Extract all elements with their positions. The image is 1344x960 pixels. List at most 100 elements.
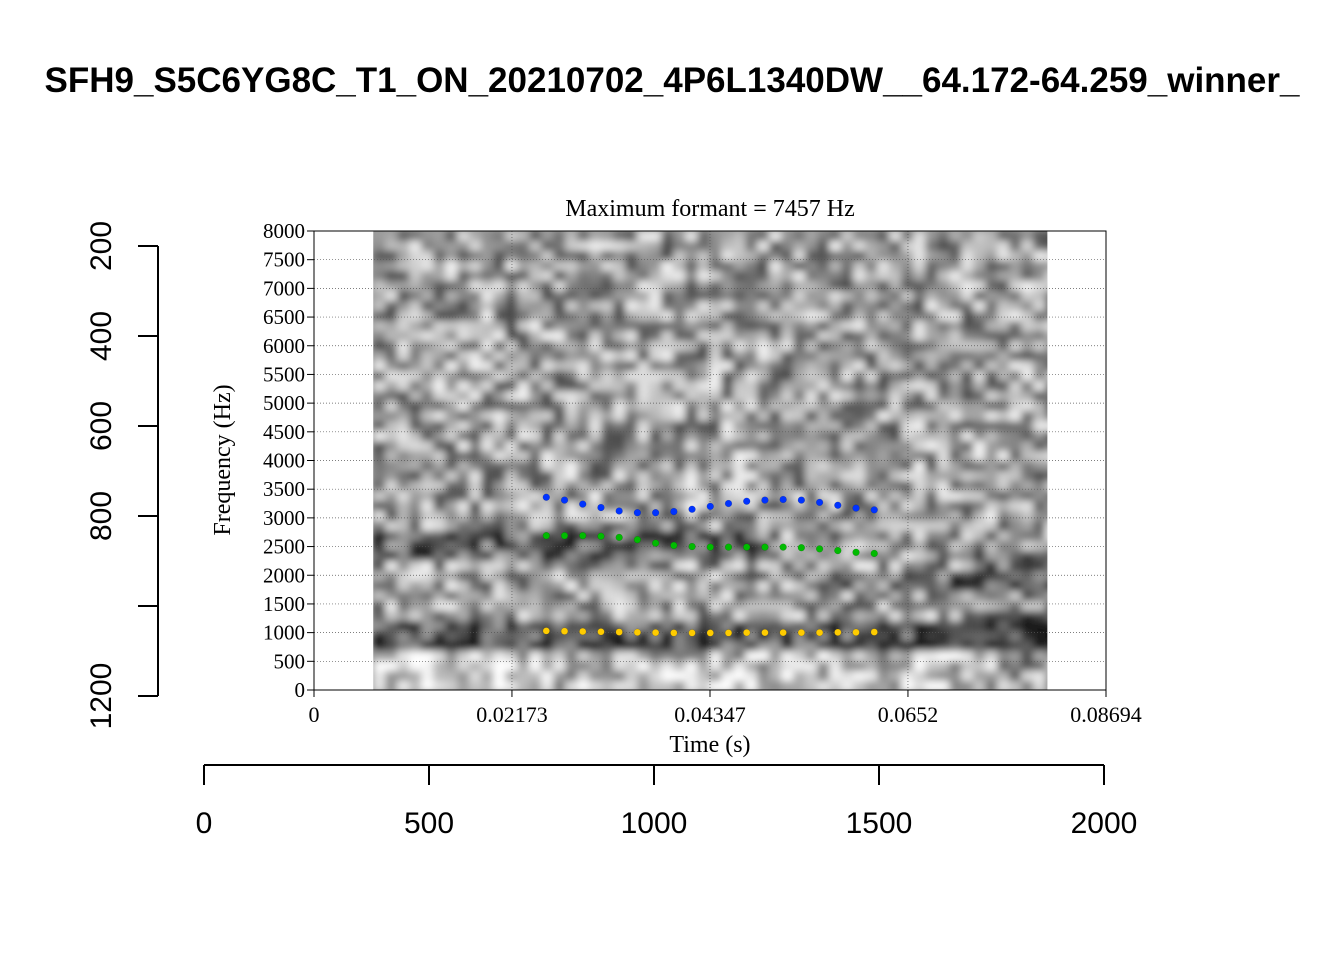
- spectrogram-cell: [613, 471, 627, 482]
- spectrogram-cell: [865, 631, 879, 642]
- spectrogram-cell: [517, 631, 531, 642]
- spectrogram-cell: [889, 441, 903, 452]
- spectrogram-cell: [889, 561, 903, 572]
- spectrogram-cell: [745, 371, 759, 382]
- spectrogram-cell: [505, 381, 519, 392]
- spectrogram-cell: [829, 391, 843, 402]
- spectrogram-cell: [793, 321, 807, 332]
- spectrogram-cell: [661, 661, 675, 672]
- spectrogram-cell: [433, 281, 447, 292]
- spectrogram-cell: [685, 421, 699, 432]
- spectrogram-cell: [385, 441, 399, 452]
- spectrogram-cell: [661, 551, 675, 562]
- spectrogram-cell: [829, 381, 843, 392]
- spectrogram-cell: [721, 231, 735, 242]
- x-tick-label: 0.04347: [674, 702, 746, 727]
- spectrogram-cell: [565, 531, 579, 542]
- spectrogram-cell: [565, 471, 579, 482]
- spectrogram-cell: [985, 621, 999, 632]
- spectrogram-cell: [613, 581, 627, 592]
- y-tick-label: 8000: [263, 219, 305, 243]
- spectrogram-cell: [865, 471, 879, 482]
- spectrogram-cell: [937, 631, 951, 642]
- spectrogram-cell: [829, 671, 843, 682]
- spectrogram-cell: [661, 301, 675, 312]
- spectrogram-cell: [877, 581, 891, 592]
- spectrogram-cell: [997, 471, 1011, 482]
- spectrogram-cell: [853, 561, 867, 572]
- spectrogram-cell: [1021, 491, 1035, 502]
- spectrogram-cell: [541, 521, 555, 532]
- spectrogram-cell: [829, 361, 843, 372]
- spectrogram-cell: [577, 461, 591, 472]
- spectrogram-cell: [661, 521, 675, 532]
- spectrogram-cell: [1045, 471, 1048, 482]
- spectrogram-cell: [673, 571, 687, 582]
- spectrogram-cell: [901, 261, 915, 272]
- spectrogram-cell: [529, 421, 543, 432]
- spectrogram-cell: [637, 271, 651, 282]
- spectrogram-cell: [673, 431, 687, 442]
- spectrogram-cell: [853, 491, 867, 502]
- spectrogram-cell: [373, 641, 387, 652]
- spectrogram-cell: [457, 251, 471, 262]
- spectrogram-cell: [589, 391, 603, 402]
- spectrogram-cell: [457, 541, 471, 552]
- spectrogram-cell: [601, 241, 615, 252]
- spectrogram-cell: [757, 401, 771, 412]
- spectrogram-cell: [493, 321, 507, 332]
- spectrogram-cell: [577, 561, 591, 572]
- spectrogram-cell: [601, 651, 615, 662]
- spectrogram-cell: [613, 371, 627, 382]
- spectrogram-cell: [481, 321, 495, 332]
- spectrogram-cell: [841, 261, 855, 272]
- spectrogram-cell: [649, 241, 663, 252]
- spectrogram-cell: [649, 661, 663, 672]
- spectrogram-cell: [469, 461, 483, 472]
- spectrogram-cell: [637, 541, 651, 552]
- spectrogram-cell: [493, 241, 507, 252]
- spectrogram-cell: [445, 341, 459, 352]
- spectrogram-cell: [397, 351, 411, 362]
- spectrogram-cell: [757, 341, 771, 352]
- spectrogram-cell: [793, 611, 807, 622]
- spectrogram-cell: [973, 681, 987, 690]
- spectrogram-cell: [625, 511, 639, 522]
- spectrogram-cell: [1033, 231, 1047, 242]
- spectrogram-cell: [973, 431, 987, 442]
- spectrogram-cell: [373, 661, 387, 672]
- spectrogram-cell: [481, 391, 495, 402]
- spectrogram-cell: [709, 251, 723, 262]
- formant-point: [560, 627, 569, 635]
- spectrogram-cell: [937, 531, 951, 542]
- spectrogram-cell: [457, 611, 471, 622]
- spectrogram-cell: [685, 261, 699, 272]
- spectrogram-cell: [661, 361, 675, 372]
- spectrogram-cell: [481, 431, 495, 442]
- spectrogram-cell: [409, 611, 423, 622]
- spectrogram-cell: [517, 511, 531, 522]
- spectrogram-cell: [697, 511, 711, 522]
- spectrogram-cell: [853, 681, 867, 690]
- spectrogram-cell: [745, 261, 759, 272]
- spectrogram-cell: [889, 591, 903, 602]
- spectrogram-cell: [949, 231, 963, 242]
- spectrogram-cell: [817, 591, 831, 602]
- spectrogram-cell: [457, 331, 471, 342]
- spectrogram-cell: [685, 401, 699, 412]
- spectrogram-cell: [565, 461, 579, 472]
- spectrogram-cell: [997, 391, 1011, 402]
- spectrogram-cell: [481, 511, 495, 522]
- spectrogram-cell: [421, 571, 435, 582]
- spectrogram-cell: [913, 621, 927, 632]
- spectrogram-cell: [841, 401, 855, 412]
- spectrogram-cell: [541, 271, 555, 282]
- spectrogram-cell: [625, 451, 639, 462]
- spectrogram-cell: [913, 311, 927, 322]
- spectrogram-cell: [841, 481, 855, 492]
- spectrogram-cell: [613, 271, 627, 282]
- spectrogram-cell: [685, 511, 699, 522]
- spectrogram-cell: [433, 571, 447, 582]
- spectrogram-cell: [829, 421, 843, 432]
- spectrogram-cell: [793, 651, 807, 662]
